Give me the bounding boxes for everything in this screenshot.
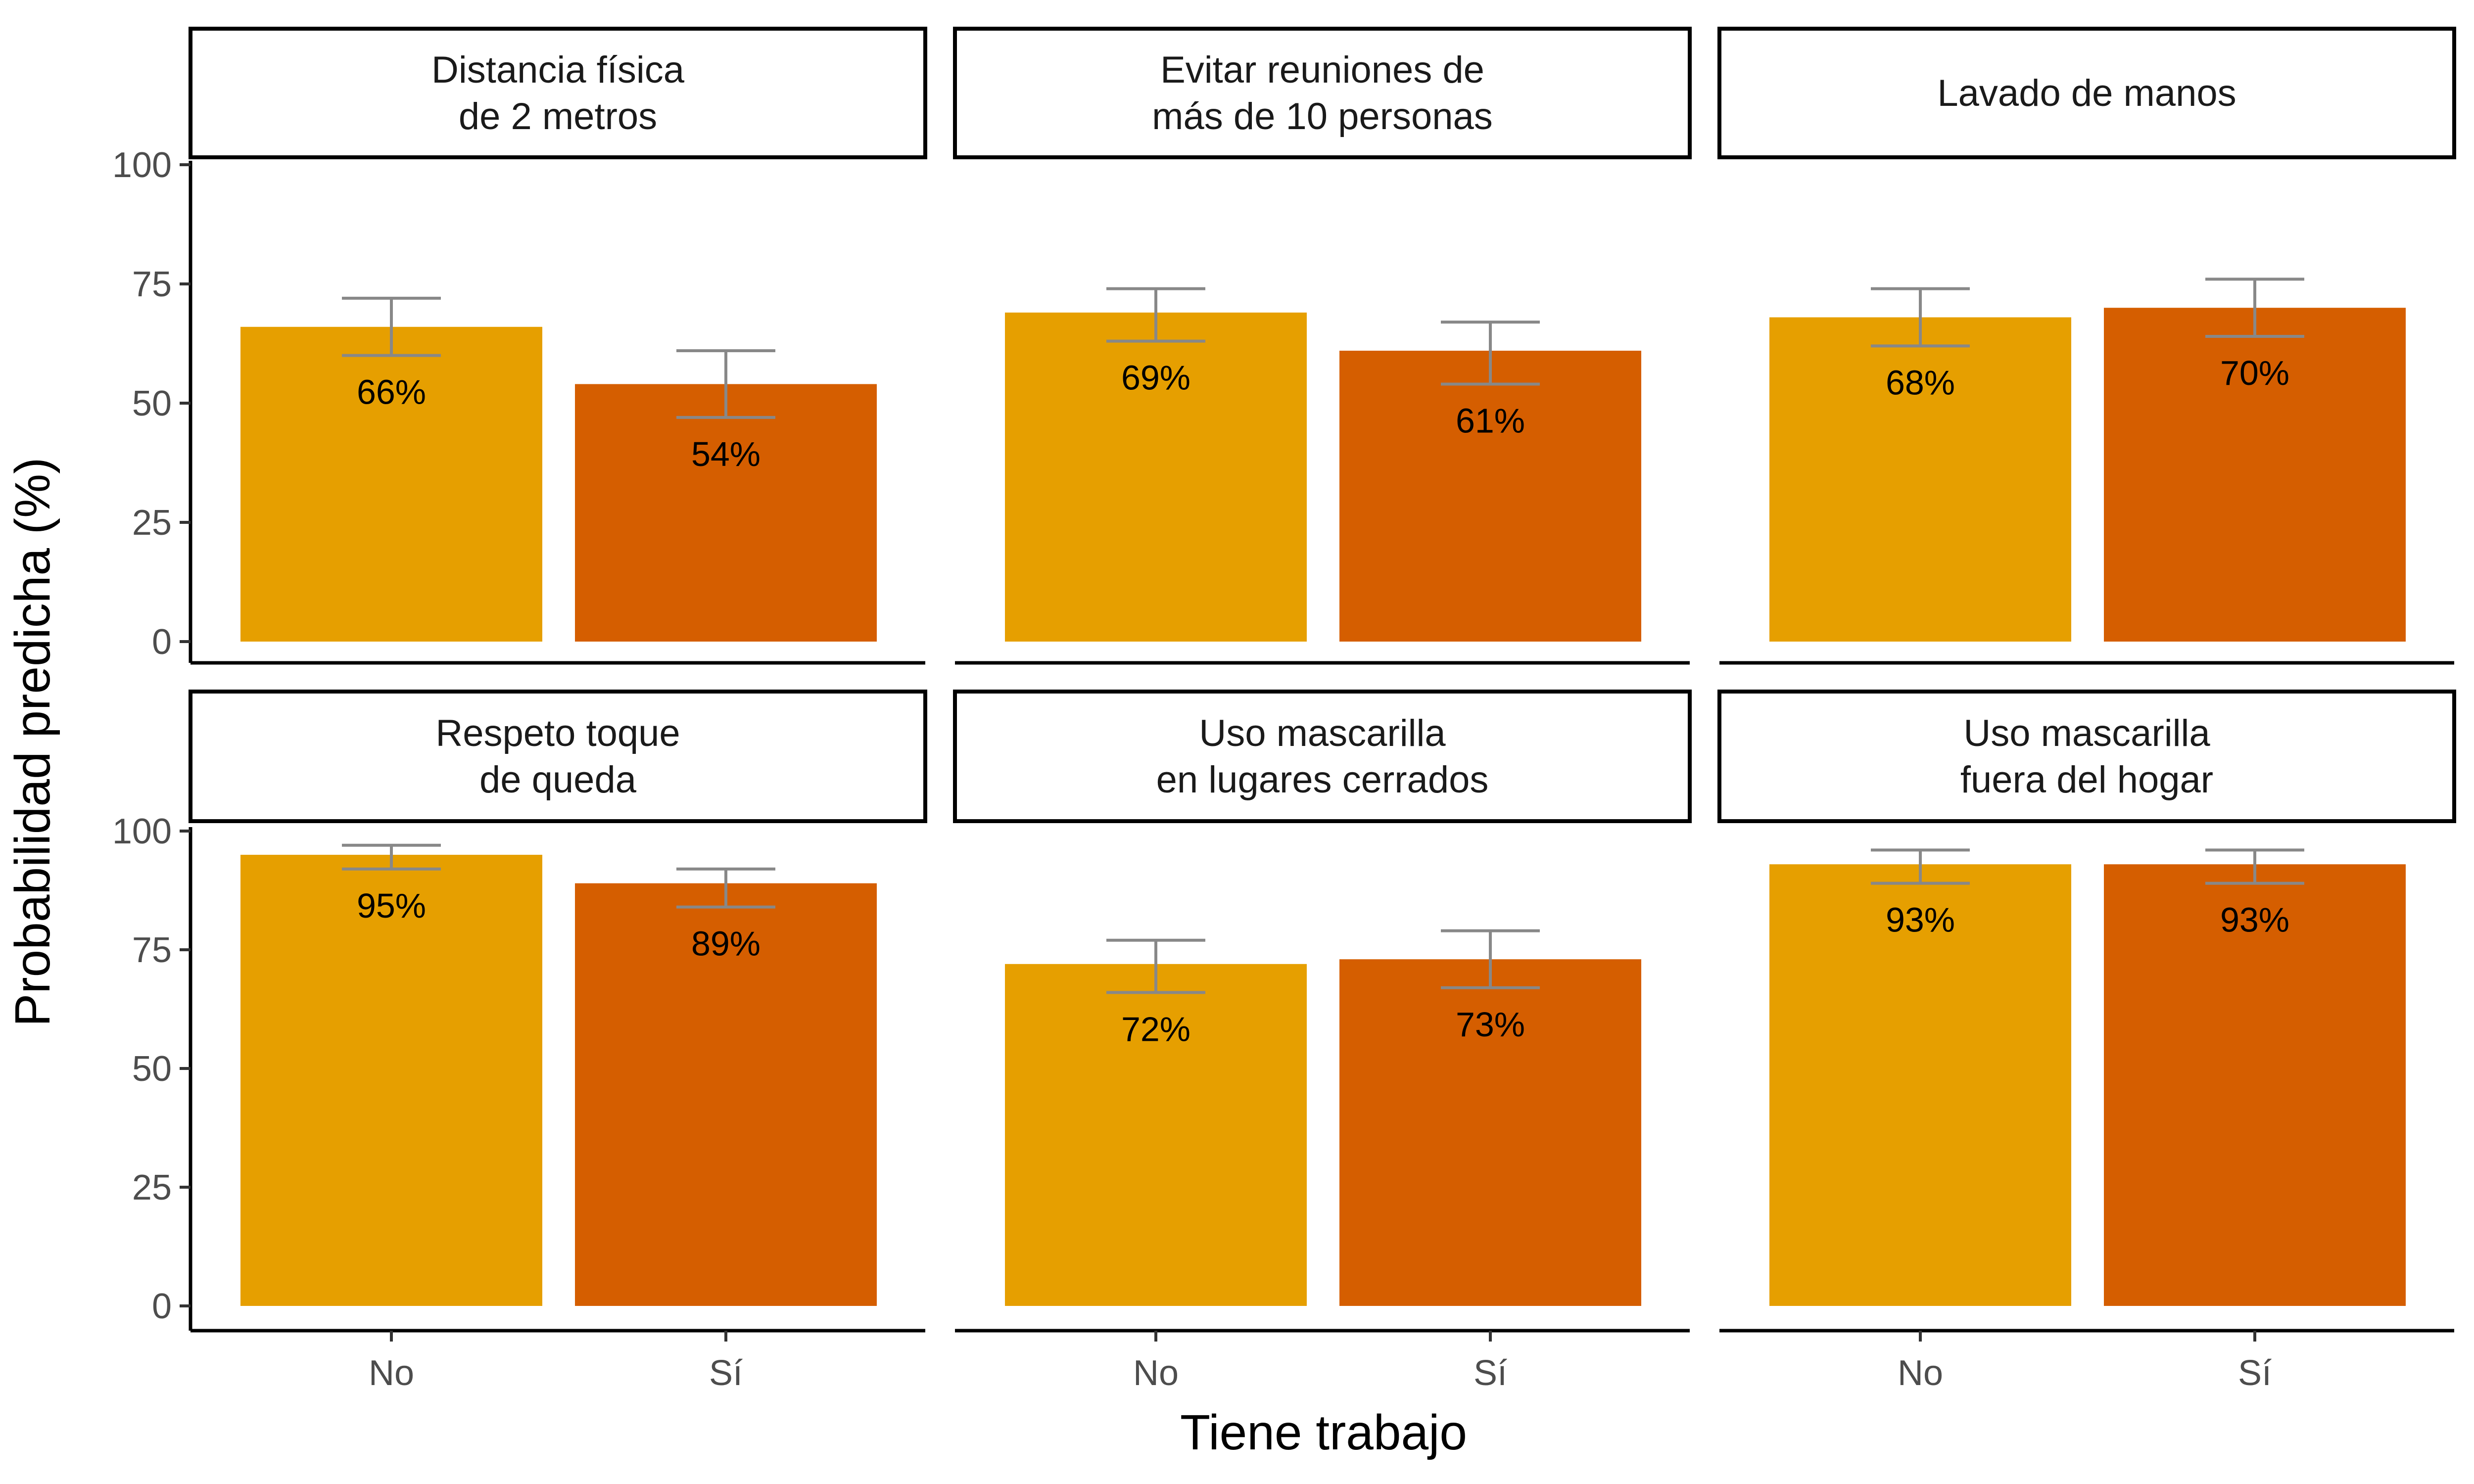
x-tick-label: No bbox=[369, 1353, 414, 1393]
bar-value-label: 69% bbox=[1121, 359, 1190, 397]
x-tick-label: Sí bbox=[2238, 1353, 2272, 1393]
y-tick-label: 25 bbox=[132, 1168, 172, 1207]
bar-value-label: 70% bbox=[2220, 354, 2289, 392]
y-tick-label: 0 bbox=[152, 622, 172, 662]
y-tick-label: 75 bbox=[132, 930, 172, 970]
facet-title-line: de queda bbox=[479, 759, 637, 801]
facet-title-line: Respeto toque bbox=[435, 712, 680, 754]
bar-value-label: 93% bbox=[2220, 901, 2289, 939]
bar-si bbox=[1339, 959, 1641, 1306]
bar-no bbox=[1769, 864, 2071, 1306]
facet-panel: Uso mascarilla en lugares cerrados 72% 73% N… bbox=[953, 690, 1692, 1393]
y-tick-label: 0 bbox=[152, 1287, 172, 1326]
bar-si bbox=[2104, 864, 2406, 1306]
x-tick-label: No bbox=[1898, 1353, 1943, 1393]
facet-title-line: Evitar reuniones de bbox=[1160, 49, 1484, 91]
facet-strip-box bbox=[953, 690, 1692, 823]
y-tick-label: 50 bbox=[132, 384, 172, 423]
x-tick-label: No bbox=[1133, 1353, 1179, 1393]
bar-value-label: 54% bbox=[691, 435, 761, 473]
facet-strip-box bbox=[189, 27, 927, 159]
x-axis-title: Tiene trabajo bbox=[1180, 1405, 1467, 1460]
bar-value-label: 95% bbox=[357, 886, 426, 925]
facet-title-line: Uso mascarilla bbox=[1963, 712, 2210, 754]
bar-value-label: 72% bbox=[1121, 1010, 1190, 1048]
bar-si bbox=[575, 384, 877, 642]
y-tick-label: 75 bbox=[132, 265, 172, 304]
bar-no bbox=[240, 326, 542, 642]
bar-no bbox=[1005, 312, 1307, 642]
x-tick-label: Sí bbox=[709, 1353, 743, 1393]
y-tick-label: 50 bbox=[132, 1049, 172, 1089]
bar-si bbox=[575, 883, 877, 1306]
x-tick-label: Sí bbox=[1474, 1353, 1507, 1393]
y-tick-label: 25 bbox=[132, 503, 172, 543]
bar-no bbox=[240, 855, 542, 1306]
facet-strip-box bbox=[1717, 27, 2456, 159]
y-axis-title: Probabilidad predicha (%) bbox=[5, 458, 60, 1027]
facet-title-line: en lugares cerrados bbox=[1156, 759, 1489, 801]
bar-value-label: 73% bbox=[1456, 1005, 1525, 1044]
facet-title-line: Uso mascarilla bbox=[1199, 712, 1446, 754]
facet-strip-box bbox=[953, 27, 1692, 159]
facet-title-line: Distancia física bbox=[431, 49, 685, 91]
bar-value-label: 68% bbox=[1886, 363, 1955, 402]
facet-strip-box bbox=[189, 690, 927, 823]
facet-title-line: más de 10 personas bbox=[1152, 95, 1493, 138]
y-tick-label: 100 bbox=[112, 812, 172, 851]
bar-no bbox=[1005, 964, 1307, 1306]
facet-panel: Uso mascarilla fuera del hogar 93% 93% No Sí bbox=[1717, 690, 2456, 1393]
facet-panel: Lavado de manos 68% 70% bbox=[1717, 27, 2456, 665]
facet-title-line: fuera del hogar bbox=[1960, 759, 2213, 801]
bar-value-label: 93% bbox=[1886, 901, 1955, 939]
bar-value-label: 66% bbox=[357, 373, 426, 412]
facet-panel: Respeto toque de queda 95% 89% 0 25 50 75 100 No S… bbox=[112, 690, 927, 1393]
bar-si bbox=[1339, 350, 1641, 642]
facet-title-line: de 2 metros bbox=[459, 95, 657, 138]
facet-title-line: Lavado de manos bbox=[1937, 72, 2236, 114]
bar-si bbox=[2104, 308, 2406, 642]
bar-value-label: 89% bbox=[691, 925, 761, 963]
facet-strip-box bbox=[1717, 690, 2456, 823]
y-tick-label: 100 bbox=[112, 145, 172, 185]
bar-no bbox=[1769, 317, 2071, 642]
bar-value-label: 61% bbox=[1456, 401, 1525, 440]
